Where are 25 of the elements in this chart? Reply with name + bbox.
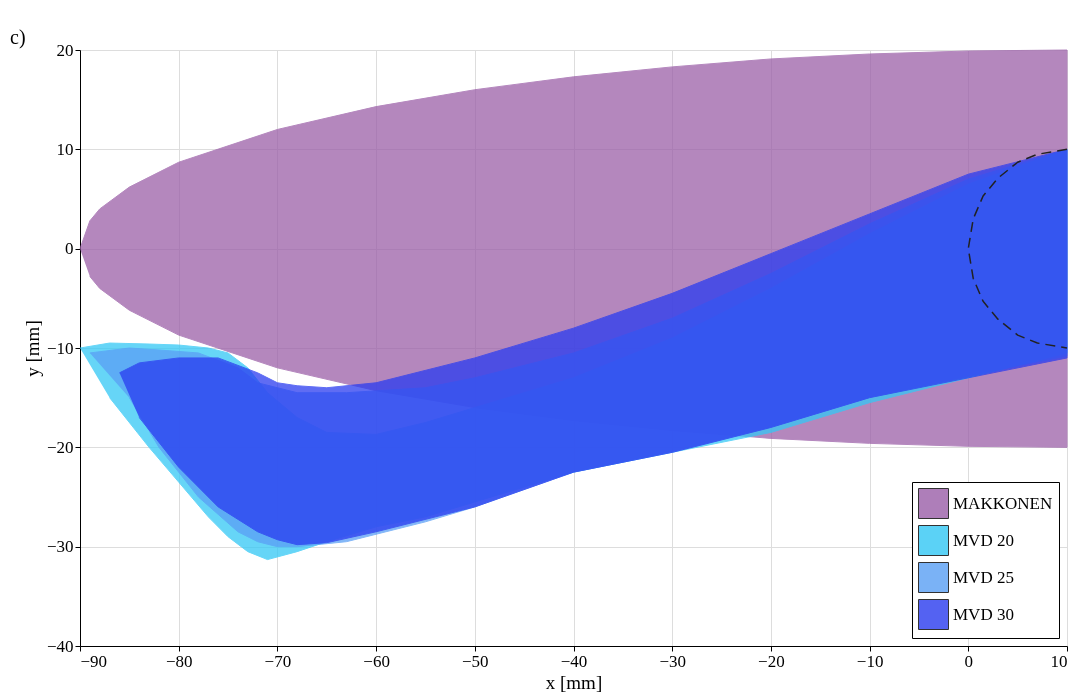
x-tick-label: −70	[264, 651, 292, 671]
x-axis-title: x [mm]	[545, 671, 603, 693]
y-tick-label: −30	[46, 537, 74, 557]
x-tick-label: 10	[1050, 651, 1068, 671]
x-tick-label: 0	[964, 651, 974, 671]
x-tick-label: −20	[758, 651, 785, 671]
x-tick-label: −60	[363, 651, 390, 671]
x-tick-label: −50	[462, 651, 489, 671]
y-tick-label: −10	[46, 338, 74, 358]
legend-label: MVD 30	[953, 604, 1014, 624]
text: c)	[10, 26, 26, 49]
y-tick-label: −20	[46, 437, 74, 457]
x-tick-label: −40	[560, 651, 588, 671]
x-tick-label: −90	[80, 651, 108, 671]
y-tick-label: 0	[65, 239, 74, 259]
legend-label: MVD 25	[953, 567, 1014, 587]
y-axis-title: y [mm]	[21, 320, 43, 377]
x-tick-label: −10	[856, 651, 884, 671]
legend-label: MAKKONEN	[953, 493, 1053, 513]
x-tick-label: −80	[165, 651, 193, 671]
y-tick-label: 10	[56, 139, 74, 159]
y-tick-label: 20	[56, 40, 74, 60]
y-tick-label: −40	[46, 636, 74, 656]
legend-label: MVD 20	[953, 530, 1014, 550]
x-tick-label: −30	[659, 651, 686, 671]
